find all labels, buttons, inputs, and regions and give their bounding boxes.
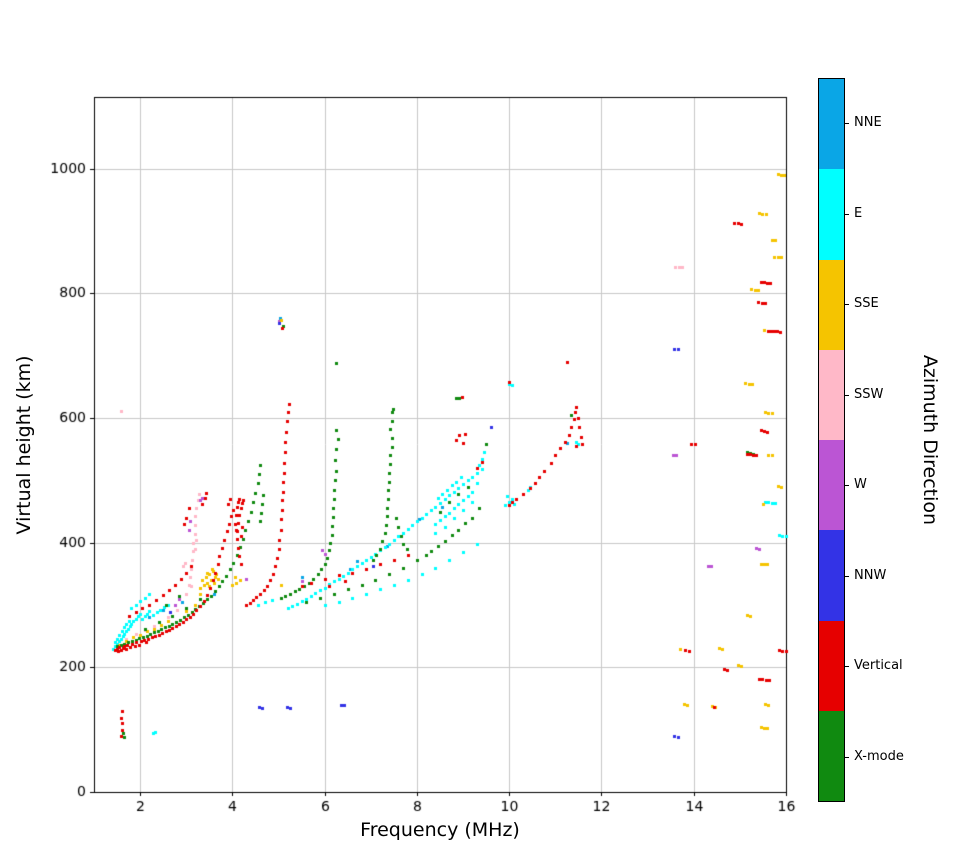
colorbar-segment-sse xyxy=(819,259,844,350)
colorbar-tick xyxy=(845,123,849,124)
colorbar-segment-nne xyxy=(819,79,844,170)
colorbar-tick xyxy=(845,485,849,486)
colorbar-label-nne: NNE xyxy=(854,115,882,130)
colorbar-tick xyxy=(845,395,849,396)
colorbar-segment-w xyxy=(819,440,844,531)
colorbar-label-vertical: Vertical xyxy=(854,658,903,673)
colorbar-label-nnw: NNW xyxy=(854,568,887,583)
colorbar-label-w: W xyxy=(854,477,867,492)
colorbar-segment-ssw xyxy=(819,349,844,440)
colorbar-tick xyxy=(845,757,849,758)
colorbar-label-e: E xyxy=(854,206,863,221)
colorbar-segment-vertical xyxy=(819,620,844,711)
x-axis-label: Frequency (MHz) xyxy=(360,819,520,841)
azimuth-colorbar xyxy=(818,78,845,802)
colorbar-segment-x-mode xyxy=(819,710,844,801)
colorbar-label-x-mode: X-mode xyxy=(854,749,904,764)
colorbar-tick xyxy=(845,304,849,305)
colorbar-label-sse: SSE xyxy=(854,296,879,311)
colorbar-tick xyxy=(845,576,849,577)
colorbar-title: Azimuth Direction xyxy=(919,354,941,526)
colorbar-segment-nnw xyxy=(819,530,844,621)
y-axis-label: Virtual height (km) xyxy=(13,355,35,535)
colorbar-tick xyxy=(845,214,849,215)
colorbar-label-ssw: SSW xyxy=(854,387,884,402)
colorbar-segment-e xyxy=(819,169,844,260)
colorbar-tick xyxy=(845,666,849,667)
